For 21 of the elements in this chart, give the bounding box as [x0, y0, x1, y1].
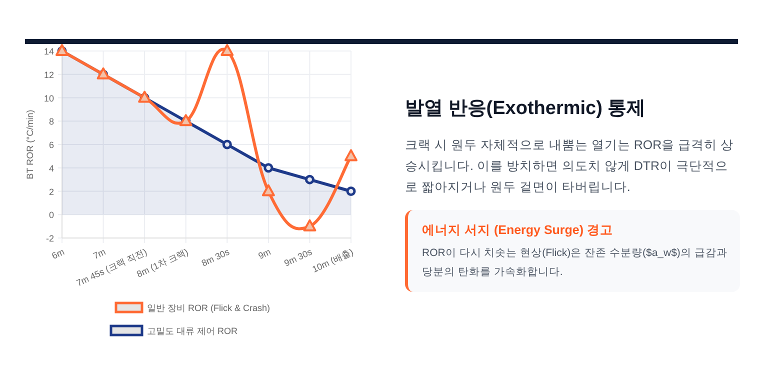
x-tick-label: 9m 30s: [282, 246, 314, 268]
y-tick-label: 6: [48, 140, 54, 150]
y-tick-label: 10: [44, 93, 54, 104]
y-tick-label: 8: [48, 116, 54, 127]
y-tick-label: 2: [48, 186, 54, 197]
x-tick-label: 8m 30s: [200, 246, 232, 268]
y-axis-title: BT ROR (°C/min): [25, 110, 35, 180]
text: 에너지 서지 (Energy Surge) 경고: [422, 222, 614, 239]
text: 발열 반응(Exothermic) 통제: [405, 97, 647, 121]
y-tick-label: 14: [44, 46, 54, 56]
x-tick-label: 9m: [256, 246, 272, 262]
legend-label: 고밀도 대류 제어 ROR: [147, 326, 238, 336]
y-tick-label: 12: [44, 70, 54, 80]
text: 크랙 시 원두 자체적으로 내뿜는 열기는 ROR을 급격히 상승시킵니다. 이를 방치하면 의도치 않게 DTR이 극단적으로 짧아지거나 원두 겉면이 타버립니다.: [405, 137, 735, 196]
x-tick-label: 6m: [50, 246, 66, 262]
y-tick-label: 4: [48, 163, 54, 174]
legend-label: 일반 장비 ROR (Flick & Crash): [147, 303, 270, 313]
y-tick-label: 0: [48, 210, 54, 220]
text: ROR이 다시 치솟는 현상(Flick)은 잔존 수분량($a_w$)의 급감과 당분의 탄화를 가속화합니다.: [422, 246, 728, 280]
x-tick-label: 7m: [92, 246, 108, 262]
y-tick-label: -2: [46, 234, 54, 244]
